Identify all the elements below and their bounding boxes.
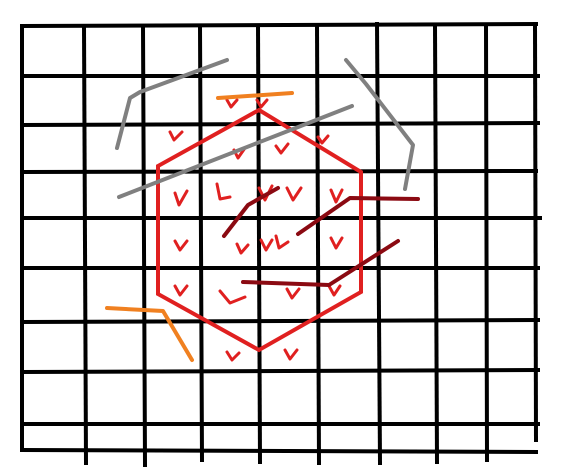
grid-hline-1 — [19, 21, 539, 29]
check-mark — [235, 242, 250, 255]
check-mark — [259, 238, 274, 252]
check-mark — [329, 236, 344, 250]
orange-stroke-top — [216, 91, 294, 100]
check-mark — [218, 289, 247, 305]
check-mark — [283, 348, 299, 361]
check-mark — [173, 189, 189, 207]
grid-vline-10 — [532, 21, 539, 443]
grid-hline-4 — [19, 168, 539, 175]
check-mark — [274, 234, 290, 250]
check-mark — [255, 98, 269, 109]
grid-hline-7 — [19, 317, 541, 325]
grid-vline-6 — [314, 23, 322, 466]
check-mark — [327, 284, 342, 297]
dark-red-stroke-inner-left — [222, 186, 280, 238]
grid-hline-10 — [19, 447, 539, 455]
red-hexagon — [156, 107, 363, 353]
grid-hline-8 — [19, 367, 541, 375]
check-mark — [168, 130, 184, 142]
check-marks — [168, 98, 344, 362]
gray-stroke-top-left — [115, 58, 229, 150]
check-mark — [316, 134, 330, 145]
gray-stroke-right — [344, 58, 415, 191]
check-mark — [285, 186, 303, 202]
check-mark — [225, 350, 241, 362]
check-mark — [173, 284, 189, 297]
check-mark — [215, 182, 232, 201]
dark-red-stroke-lower — [241, 239, 400, 287]
check-mark — [274, 142, 290, 155]
dark-red-stroke-inner-right — [296, 196, 420, 236]
grid-vline-9 — [483, 23, 490, 463]
check-mark — [225, 98, 239, 109]
grid-vline-4 — [197, 23, 205, 463]
check-mark — [329, 188, 344, 204]
check-mark — [173, 239, 189, 252]
grid-lines — [19, 21, 542, 468]
gray-stroke-center-diagonal — [117, 104, 354, 199]
grid-vline-2 — [81, 23, 89, 466]
grid-vline-3 — [140, 23, 148, 468]
check-mark — [285, 287, 301, 300]
grid-vline-5 — [255, 23, 263, 465]
orange-stroke-bottom-left — [105, 306, 194, 362]
grid-vline-8 — [432, 23, 440, 465]
